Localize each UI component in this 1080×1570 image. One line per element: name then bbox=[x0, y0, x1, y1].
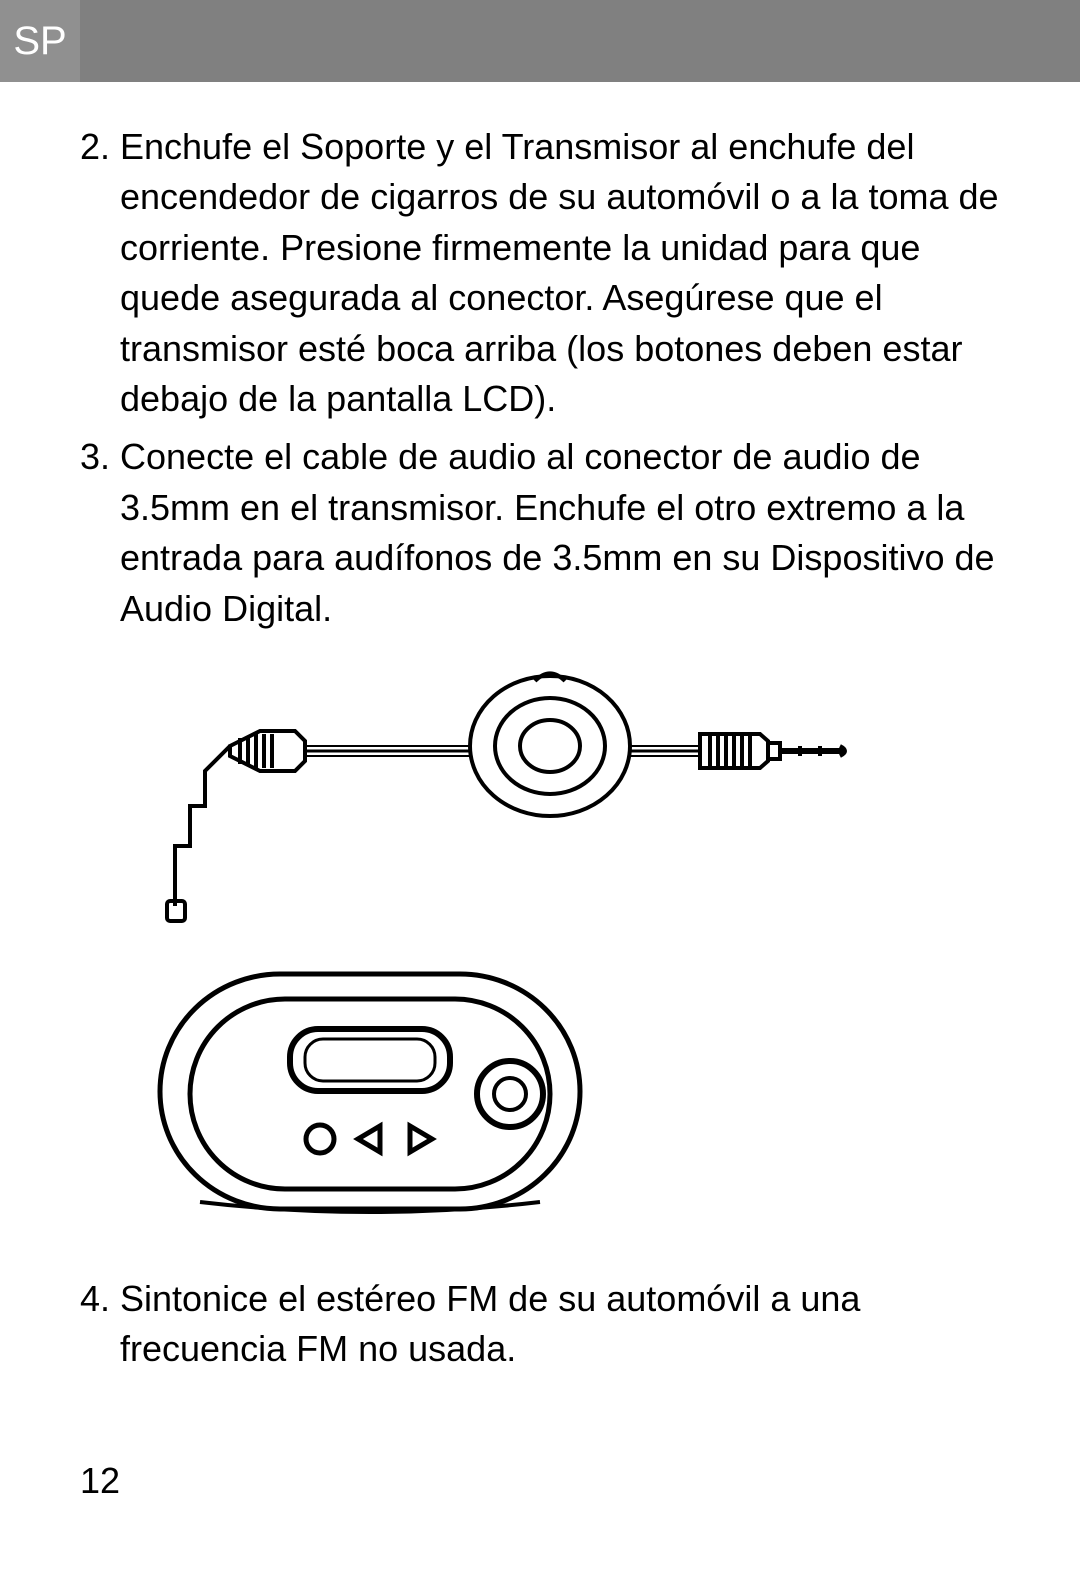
list-text: Sintonice el estéreo FM de su automóvil … bbox=[120, 1274, 1000, 1375]
transmitter-device-icon bbox=[140, 944, 600, 1234]
list-item: 3. Conecte el cable de audio al conector… bbox=[80, 432, 1000, 634]
content-area: 2. Enchufe el Soporte y el Transmisor al… bbox=[0, 82, 1080, 1375]
page-number: 12 bbox=[80, 1460, 120, 1502]
illustration-block bbox=[80, 646, 1000, 1234]
language-label: SP bbox=[13, 19, 66, 64]
list-number: 4. bbox=[80, 1274, 120, 1375]
language-tab: SP bbox=[0, 0, 80, 82]
list-item: 2. Enchufe el Soporte y el Transmisor al… bbox=[80, 122, 1000, 424]
list-number: 3. bbox=[80, 432, 120, 634]
header-bar: SP bbox=[0, 0, 1080, 82]
list-number: 2. bbox=[80, 122, 120, 424]
list-text: Enchufe el Soporte y el Transmisor al en… bbox=[120, 122, 1000, 424]
audio-cable-icon bbox=[140, 646, 860, 936]
list-text: Conecte el cable de audio al conector de… bbox=[120, 432, 1000, 634]
list-item: 4. Sintonice el estéreo FM de su automóv… bbox=[80, 1274, 1000, 1375]
